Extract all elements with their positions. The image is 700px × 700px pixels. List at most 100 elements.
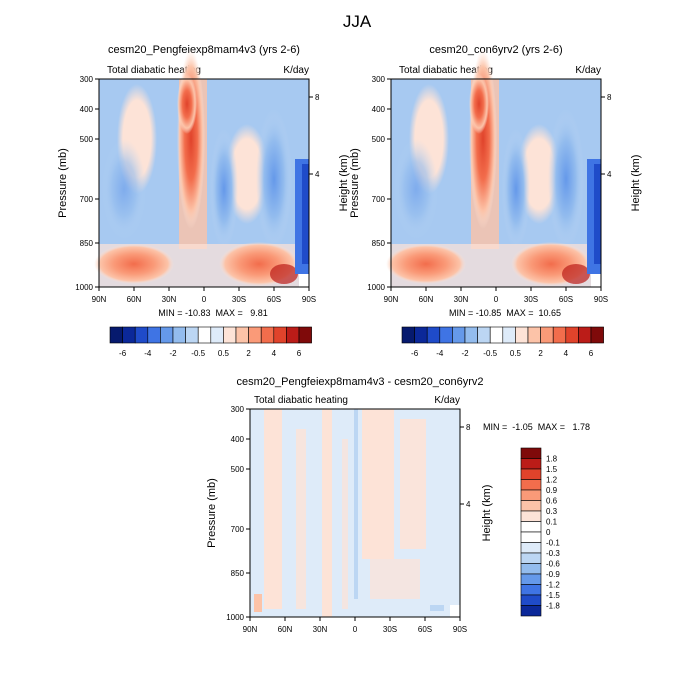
y-tick-label: 1000 — [226, 613, 244, 622]
panel-3-ticks: 90N 60N 30N 0 30S 60S 90S 300 400 500 700 850 1000 8 4 — [226, 405, 471, 634]
colorbar-label: -0.5 — [191, 349, 205, 358]
colorbar-label: -6 — [119, 349, 127, 358]
colorbar-label: 4 — [272, 349, 277, 358]
colorbar-box — [527, 326, 541, 344]
panel-1-colorbar: -6 -4 -2 -0.5 0.5 2 4 6 — [109, 326, 312, 358]
x-tick-label: 60S — [559, 295, 573, 304]
y2-tick-label: 4 — [466, 500, 471, 509]
colorbar-box — [578, 326, 592, 344]
colorbar-label: 0.9 — [546, 486, 558, 495]
x-tick-label: 30N — [454, 295, 469, 304]
colorbar-label: -2 — [169, 349, 177, 358]
panel-2-minmax: MIN = -10.85 MAX = 10.65 — [449, 308, 561, 318]
colorbar-box — [122, 326, 136, 344]
colorbar-label: 0.5 — [510, 349, 522, 358]
colorbar-label: 0.1 — [546, 518, 558, 527]
y-tick-label: 400 — [231, 435, 245, 444]
colorbar-box — [502, 326, 516, 344]
x-tick-label: 60N — [278, 625, 293, 634]
panel-2-y2label: Height (km) — [630, 155, 642, 212]
panel-2-ylabel: Pressure (mb) — [349, 148, 361, 218]
colorbar-box — [298, 326, 312, 344]
x-tick-label: 60S — [418, 625, 432, 634]
colorbar-box — [520, 573, 542, 585]
colorbar-box — [520, 458, 542, 470]
y-tick-label: 400 — [80, 105, 94, 114]
y-tick-label: 700 — [372, 195, 386, 204]
colorbar-label: 0.6 — [546, 497, 558, 506]
colorbar-box — [235, 326, 249, 344]
colorbar-box — [197, 326, 212, 344]
colorbar-label: 1.8 — [546, 455, 558, 464]
panel-3-colorbar: 1.81.5 1.20.9 0.60.3 0.10 -0.1-0.3 -0.6-0.9 -1… — [520, 447, 560, 617]
y2-tick-label: 8 — [466, 423, 471, 432]
colorbar-box — [520, 510, 542, 522]
colorbar-box — [210, 326, 224, 344]
y-tick-label: 500 — [231, 465, 245, 474]
colorbar-box — [414, 326, 428, 344]
colorbar-box — [515, 326, 529, 344]
panel-1-left-label: Total diabatic heating — [107, 65, 201, 76]
colorbar-label: -4 — [144, 349, 152, 358]
x-tick-label: 90N — [384, 295, 399, 304]
colorbar-box — [552, 326, 567, 344]
colorbar-label: 6 — [297, 349, 302, 358]
panel-2-colorbar: -6 -4 -2 -0.5 0.5 2 4 6 — [401, 326, 604, 358]
colorbar-box — [286, 326, 300, 344]
colorbar-box — [520, 584, 542, 596]
x-tick-label: 0 — [494, 295, 499, 304]
y-tick-label: 850 — [231, 569, 245, 578]
colorbar-box — [590, 326, 604, 344]
colorbar-box — [426, 326, 441, 344]
colorbar-label: 0.5 — [218, 349, 230, 358]
colorbar-label: 0 — [546, 528, 551, 537]
y2-tick-label: 8 — [315, 93, 320, 102]
colorbar-label: -1.5 — [546, 591, 560, 600]
panel-3-minmax: MIN = -1.05 MAX = 1.78 — [483, 422, 590, 432]
panel-1-minmax: MIN = -10.83 MAX = 9.81 — [158, 308, 268, 318]
colorbar-label: 2 — [538, 349, 543, 358]
colorbar-box — [520, 500, 542, 512]
y-tick-label: 850 — [80, 239, 94, 248]
panel-1-field — [94, 49, 309, 287]
colorbar-box — [540, 326, 554, 344]
colorbar-box — [520, 479, 542, 491]
colorbar-label: 4 — [564, 349, 569, 358]
y-tick-label: 400 — [372, 105, 386, 114]
panel-1-title: cesm20_Pengfeiexp8mam4v3 (yrs 2-6) — [108, 44, 300, 56]
y-tick-label: 700 — [231, 525, 245, 534]
colorbar-label: -0.6 — [546, 560, 560, 569]
colorbar-box — [520, 468, 542, 480]
y2-tick-label: 4 — [607, 170, 612, 179]
colorbar-box — [520, 447, 542, 459]
y-tick-label: 300 — [372, 75, 386, 84]
colorbar-box — [260, 326, 275, 344]
colorbar-label: -0.9 — [546, 570, 560, 579]
x-tick-label: 90S — [594, 295, 608, 304]
colorbar-box — [147, 326, 161, 344]
y-tick-label: 700 — [80, 195, 94, 204]
y-tick-label: 850 — [372, 239, 386, 248]
colorbar-box — [520, 489, 542, 501]
panel-3-field — [250, 409, 460, 617]
x-tick-label: 30N — [162, 295, 177, 304]
colorbar-box — [464, 326, 478, 344]
colorbar-box — [477, 326, 491, 344]
panel-2-title: cesm20_con6yrv2 (yrs 2-6) — [429, 44, 562, 56]
panel-2-units: K/day — [575, 65, 601, 76]
panel-3: cesm20_Pengfeiexp8mam4v3 - cesm20_con6yr… — [206, 376, 590, 634]
colorbar-box — [489, 326, 504, 344]
colorbar-label: -1.8 — [546, 602, 560, 611]
x-tick-label: 0 — [202, 295, 207, 304]
y-tick-label: 500 — [372, 135, 386, 144]
panel-2-ticks: 90N 60N 30N 0 30S 60S 90S 300 400 500 700 850 1000 8 4 — [367, 75, 612, 304]
colorbar-label: -0.3 — [546, 549, 560, 558]
figure-title: JJA — [343, 12, 372, 31]
y-tick-label: 300 — [231, 405, 245, 414]
x-tick-label: 90S — [302, 295, 316, 304]
x-tick-label: 30S — [524, 295, 538, 304]
x-tick-label: 90N — [243, 625, 258, 634]
x-tick-label: 30S — [232, 295, 246, 304]
colorbar-box — [223, 326, 237, 344]
x-tick-label: 0 — [353, 625, 358, 634]
